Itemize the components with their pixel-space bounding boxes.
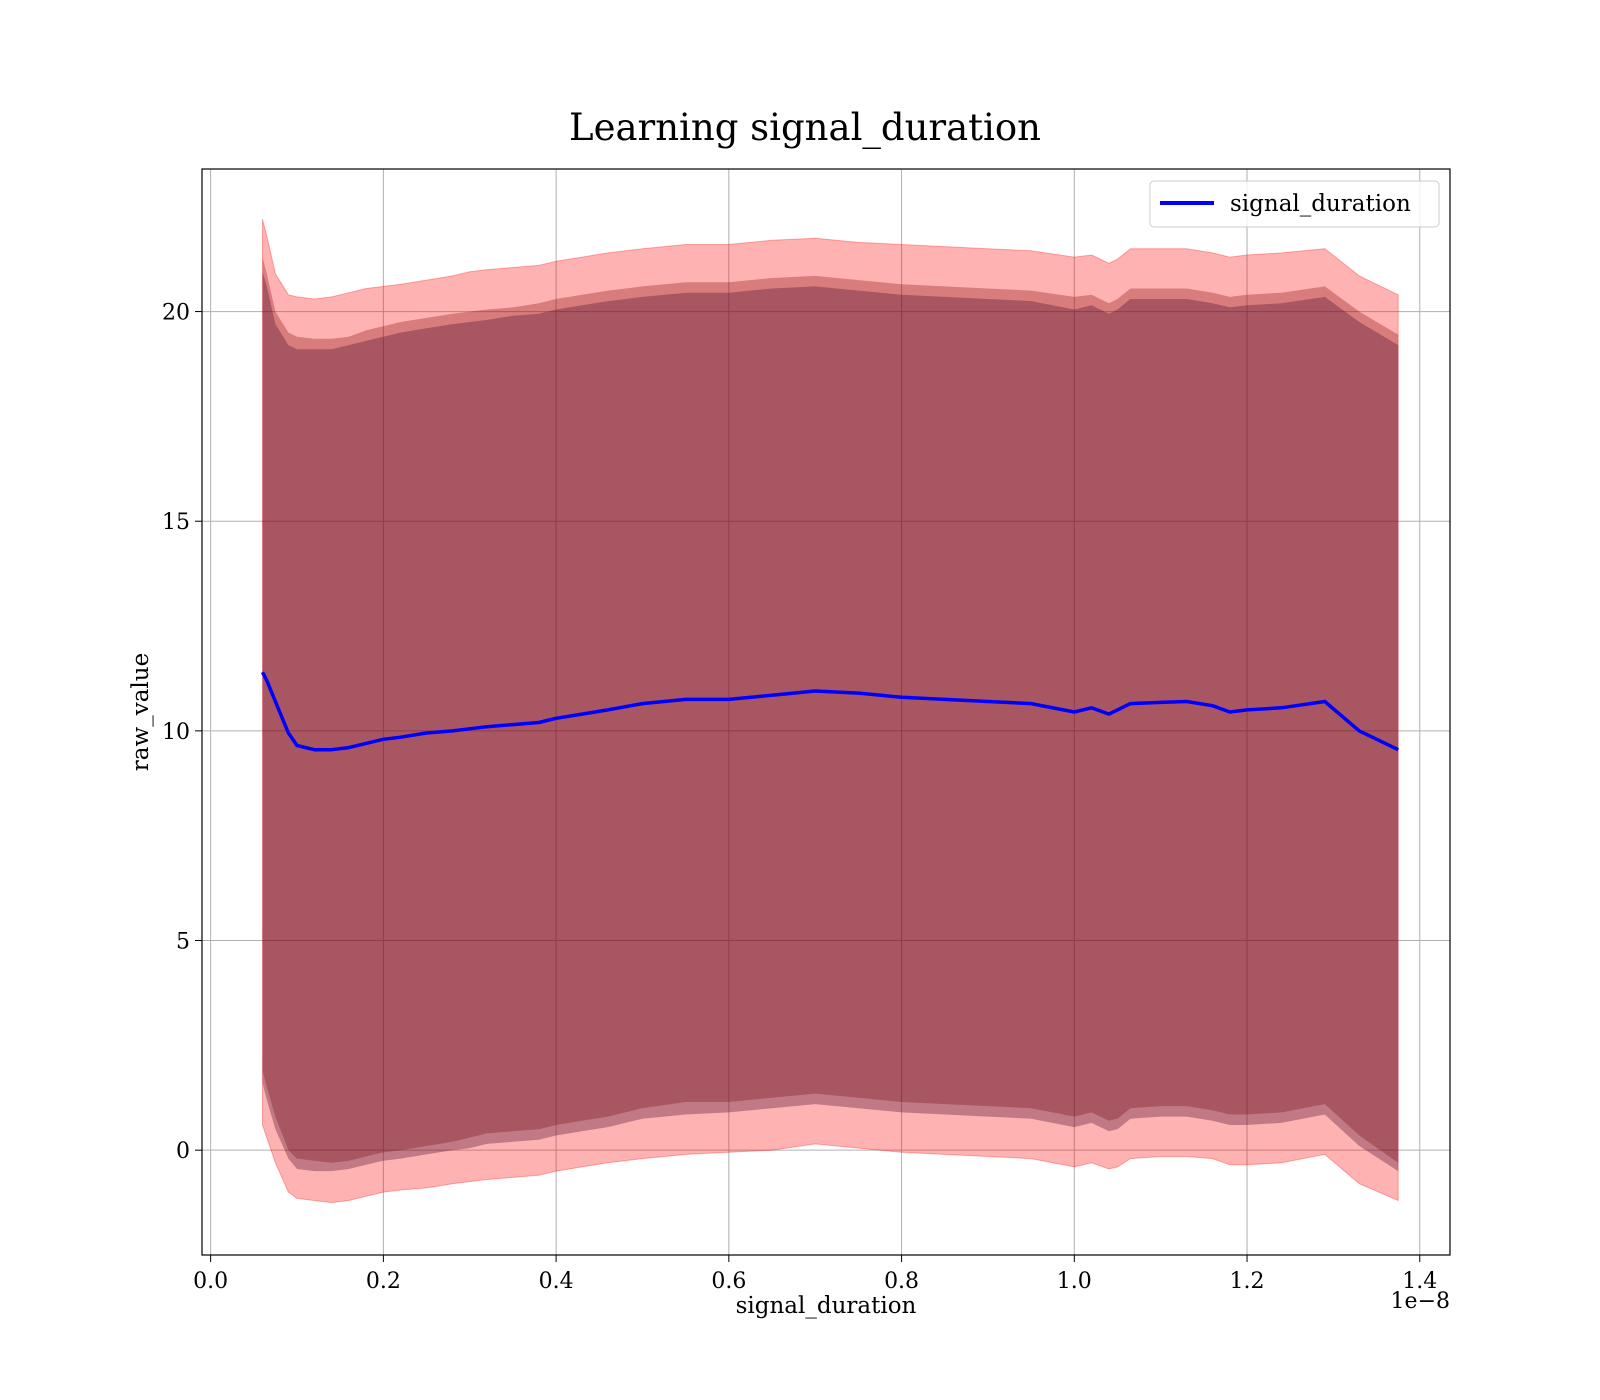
y-tick-label: 20 bbox=[162, 301, 190, 326]
plot-area bbox=[201, 168, 1451, 1256]
legend-box bbox=[1149, 180, 1440, 228]
legend: signal_duration bbox=[1149, 180, 1440, 228]
y-tick-label: 10 bbox=[162, 720, 190, 745]
y-tick-label: 0 bbox=[176, 1139, 190, 1164]
confidence-bands bbox=[262, 219, 1399, 1204]
y-axis-label: raw_value bbox=[128, 653, 154, 771]
series-line bbox=[260, 671, 1399, 752]
grid bbox=[202, 169, 1450, 1255]
x-tick-label: 1.4 bbox=[1402, 1269, 1437, 1294]
x-axis-offset-label: 1e−8 bbox=[1391, 1289, 1450, 1314]
outer-band bbox=[262, 219, 1399, 1204]
x-tick-label: 1.2 bbox=[1230, 1269, 1265, 1294]
x-axis-label: signal_duration bbox=[736, 1293, 917, 1319]
legend-entry-label: signal_duration bbox=[1230, 191, 1411, 217]
x-tick-label: 0.6 bbox=[711, 1269, 746, 1294]
x-tick-label: 0.0 bbox=[193, 1269, 228, 1294]
series-lines bbox=[260, 671, 1399, 752]
x-axis: 0.0 0.2 0.4 0.6 0.8 1.0 1.2 1.4 bbox=[193, 1255, 1437, 1294]
chart-title: Learning signal_duration bbox=[569, 106, 1041, 150]
x-tick-label: 0.2 bbox=[366, 1269, 401, 1294]
x-tick-label: 1.0 bbox=[1057, 1269, 1092, 1294]
axes-frame bbox=[201, 168, 1451, 1256]
y-tick-label: 5 bbox=[176, 930, 190, 955]
x-tick-label: 0.8 bbox=[884, 1269, 919, 1294]
y-tick-label: 15 bbox=[162, 510, 190, 535]
core-band bbox=[262, 271, 1399, 1172]
y-axis: 0 5 10 15 20 bbox=[162, 301, 202, 1164]
x-tick-label: 0.4 bbox=[539, 1269, 574, 1294]
inner-band bbox=[262, 257, 1399, 1163]
